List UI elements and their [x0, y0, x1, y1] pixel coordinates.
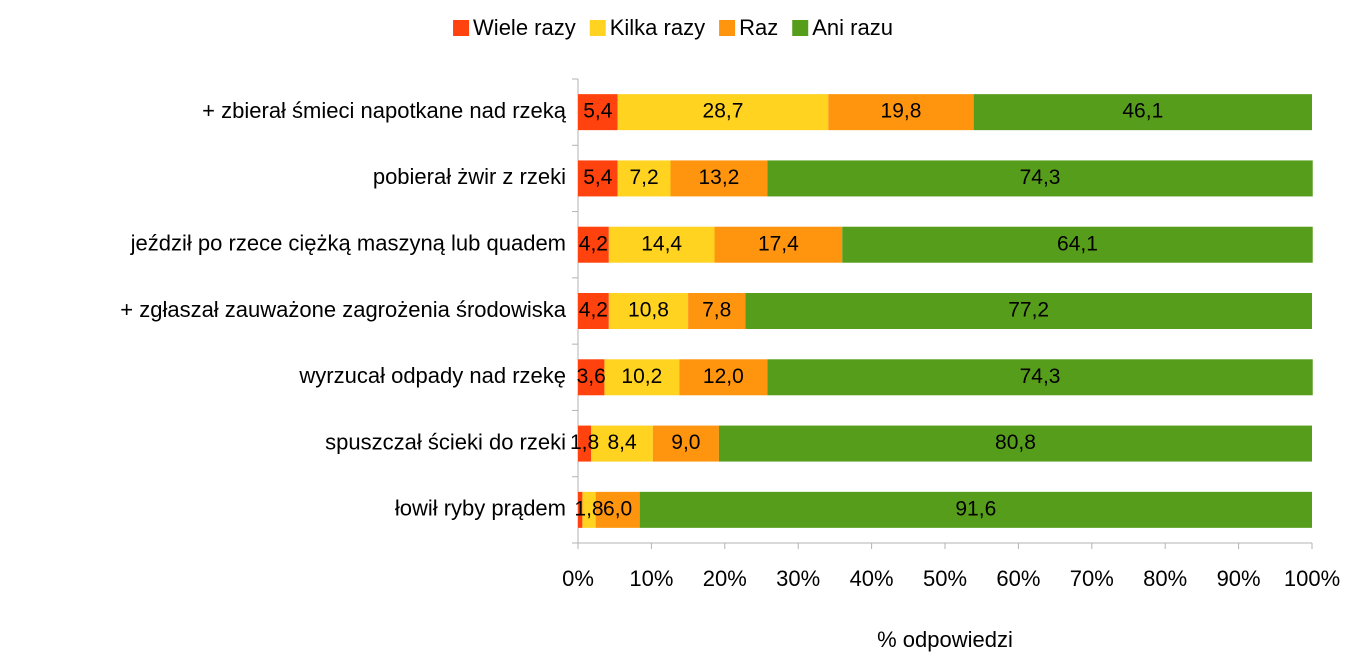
x-tick-label: 100% — [1284, 566, 1340, 591]
value-label: 5,4 — [583, 166, 613, 189]
value-label: 28,7 — [703, 100, 744, 123]
value-label: 1,8 — [570, 431, 599, 454]
value-label: 7,2 — [629, 166, 658, 189]
bar-segment — [582, 491, 596, 528]
bar-segment — [578, 94, 618, 131]
x-tick-label: 80% — [1143, 566, 1187, 591]
value-label: 4,2 — [579, 299, 608, 322]
value-label: 9,0 — [671, 431, 700, 454]
legend-label: Ani razu — [812, 15, 893, 40]
bar-segment — [639, 491, 1312, 528]
value-label: 19,8 — [881, 100, 922, 123]
y-tick-label: pobierał żwir z rzeki — [373, 164, 566, 189]
value-label: 74,3 — [1020, 166, 1061, 189]
bar-segment — [578, 425, 592, 462]
bar-segment — [591, 425, 653, 462]
value-label: 64,1 — [1057, 232, 1098, 255]
bar-segment — [714, 226, 843, 263]
bar-segment — [608, 293, 689, 329]
value-label: 17,4 — [758, 232, 799, 255]
value-label: 10,8 — [628, 299, 669, 322]
value-label: 7,8 — [702, 299, 731, 322]
value-label: 77,2 — [1008, 299, 1049, 322]
x-tick-label: 50% — [923, 566, 967, 591]
y-tick-label: + zbierał śmieci napotkane nad rzeką — [202, 98, 567, 123]
legend-swatch — [792, 20, 809, 36]
bar-segment — [767, 359, 1313, 396]
bar-segment — [842, 226, 1313, 263]
bar-segment — [973, 94, 1312, 131]
bar-segment — [617, 160, 671, 197]
bar-segment — [718, 425, 1312, 462]
x-tick-label: 30% — [776, 566, 820, 591]
legend-label: Raz — [739, 15, 778, 40]
x-tick-label: 10% — [629, 566, 673, 591]
value-label: 14,4 — [641, 232, 682, 255]
legend-label: Kilka razy — [610, 15, 705, 40]
bar-segment — [578, 160, 618, 197]
value-label: 3,6 — [577, 365, 606, 388]
y-tick-label: wyrzucał odpady nad rzekę — [298, 363, 566, 388]
value-label: 8,4 — [607, 431, 637, 454]
value-label: 13,2 — [698, 166, 739, 189]
value-label: 5,4 — [583, 100, 613, 123]
x-tick-label: 60% — [996, 566, 1040, 591]
value-label: 10,2 — [621, 365, 662, 388]
value-label: 6,0 — [603, 497, 632, 520]
y-tick-label: + zgłaszał zauważone zagrożenia środowis… — [120, 297, 567, 322]
bar-segment — [604, 359, 680, 396]
y-tick-label: jeździł po rzece ciężką maszyną lub quad… — [130, 231, 566, 256]
x-tick-label: 0% — [562, 566, 594, 591]
value-label: 4,2 — [579, 232, 608, 255]
x-axis-label: % odpowiedzi — [877, 627, 1013, 652]
bar-segment — [688, 293, 746, 329]
bar-segment — [578, 359, 605, 396]
value-label: 1,8 — [574, 497, 603, 520]
x-tick-label: 40% — [850, 566, 894, 591]
bar-segment — [608, 226, 715, 263]
bar-segment — [745, 293, 1312, 329]
y-tick-label: łowił ryby prądem — [395, 496, 566, 521]
legend-label: Wiele razy — [473, 15, 576, 40]
bar-segment — [679, 359, 768, 396]
bar-segment — [578, 293, 609, 329]
bar-segment — [617, 94, 829, 131]
bar-segment — [828, 94, 974, 131]
value-label: 12,0 — [703, 365, 744, 388]
legend-swatch — [719, 20, 736, 36]
bar-segment — [578, 491, 583, 528]
y-tick-label: spuszczał ścieki do rzeki — [325, 429, 566, 454]
bar-segment — [767, 160, 1313, 197]
legend-swatch — [453, 20, 470, 36]
value-label: 46,1 — [1122, 100, 1163, 123]
bar-segment — [595, 491, 640, 528]
bar-segment — [652, 425, 719, 462]
value-label: 74,3 — [1020, 365, 1061, 388]
x-tick-label: 70% — [1070, 566, 1114, 591]
legend-swatch — [589, 20, 606, 36]
bar-segment — [578, 226, 609, 263]
value-label: 80,8 — [995, 431, 1036, 454]
value-label: 91,6 — [955, 497, 996, 520]
x-tick-label: 90% — [1217, 566, 1261, 591]
bar-segment — [670, 160, 768, 197]
x-tick-label: 20% — [703, 566, 747, 591]
